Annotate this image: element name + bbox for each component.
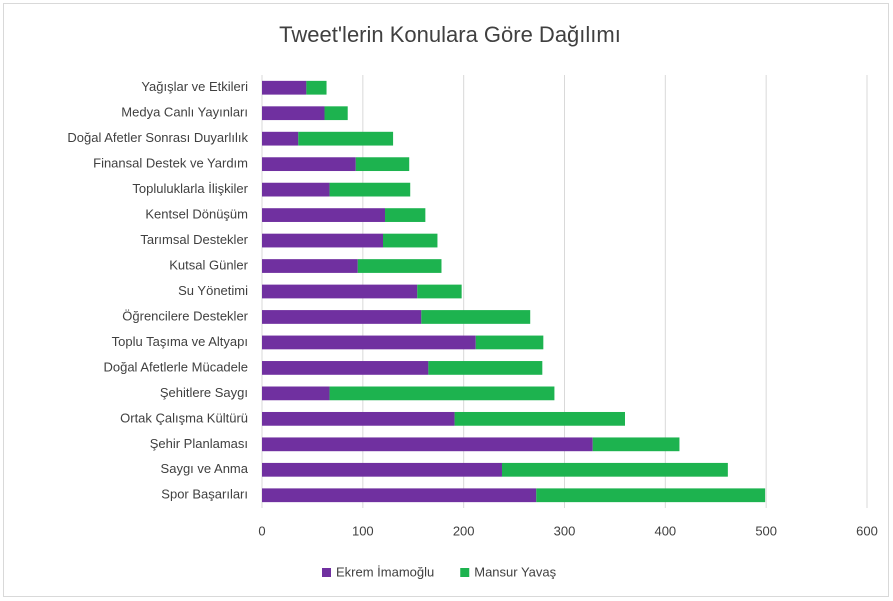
bar-segment — [385, 208, 426, 222]
bar-segment — [421, 310, 531, 324]
bar-segment — [298, 131, 394, 146]
bar-segment — [355, 157, 410, 172]
bar-segment — [262, 233, 383, 248]
y-tick-label: Tarımsal Destekler — [140, 232, 248, 247]
chart-frame — [3, 3, 889, 597]
legend-swatch — [322, 568, 331, 577]
x-tick-label: 0 — [258, 523, 265, 538]
bar-segment — [262, 335, 476, 350]
bar-segment — [329, 386, 555, 401]
bar-segment — [475, 335, 544, 350]
x-tick-label: 400 — [654, 523, 676, 538]
bar-segment — [262, 131, 299, 146]
bar-segment — [417, 284, 462, 299]
x-tick-label: 200 — [453, 523, 475, 538]
bar-segment — [262, 411, 455, 426]
x-tick-label: 600 — [856, 523, 878, 538]
y-tick-label: Öğrencilere Destekler — [122, 308, 248, 323]
bar-segment — [428, 361, 543, 375]
y-tick-label: Toplu Taşıma ve Altyapı — [112, 334, 248, 349]
bar-segment — [454, 411, 625, 426]
chart-title: Tweet'lerin Konulara Göre Dağılımı — [279, 22, 621, 47]
bar-segment — [592, 437, 680, 452]
bar-segment — [262, 361, 429, 375]
x-tick-label: 300 — [554, 523, 576, 538]
bar-segment — [262, 80, 307, 95]
legend-swatch — [460, 568, 470, 577]
y-tick-label: Su Yönetimi — [178, 283, 248, 298]
y-tick-label: Ortak Çalışma Kültürü — [120, 410, 248, 425]
bar-segment — [262, 437, 593, 452]
bar-segment — [329, 182, 411, 197]
x-tick-label: 500 — [755, 523, 777, 538]
x-tick-label: 100 — [352, 523, 374, 538]
y-tick-label: Medya Canlı Yayınları — [121, 105, 248, 120]
bar-segment — [324, 106, 348, 121]
bar-segment — [262, 157, 356, 172]
legend-label: Ekrem İmamoğlu — [336, 564, 434, 579]
legend-label: Mansur Yavaş — [474, 564, 556, 579]
y-tick-label: Kutsal Günler — [169, 257, 248, 272]
y-tick-label: Şehitlere Saygı — [160, 385, 248, 400]
bar-segment — [357, 259, 442, 273]
bar-segment — [262, 208, 386, 222]
bar-segment — [262, 386, 330, 401]
bar-segment — [262, 259, 358, 273]
y-tick-label: Saygı ve Anma — [161, 461, 249, 476]
bar-segment — [306, 80, 327, 95]
bar-segment — [536, 488, 766, 503]
y-tick-label: Doğal Afetlerle Mücadele — [103, 359, 248, 374]
bar-segment — [262, 462, 502, 477]
y-tick-label: Yağışlar ve Etkileri — [141, 79, 248, 94]
y-tick-label: Finansal Destek ve Yardım — [93, 156, 248, 171]
bar-segment — [262, 182, 330, 197]
bar-segment — [262, 488, 537, 503]
y-tick-label: Spor Başarıları — [161, 487, 248, 502]
bar-segment — [262, 106, 325, 121]
bar-segment — [262, 310, 422, 324]
y-tick-label: Doğal Afetler Sonrası Duyarlılık — [67, 130, 248, 145]
y-tick-label: Şehir Planlaması — [150, 436, 248, 451]
bar-segment — [383, 233, 438, 248]
y-tick-label: Kentsel Dönüşüm — [145, 207, 248, 222]
bar-segment — [501, 462, 728, 477]
bar-segment — [262, 284, 418, 299]
y-tick-label: Topluluklarla İlişkiler — [132, 181, 248, 196]
